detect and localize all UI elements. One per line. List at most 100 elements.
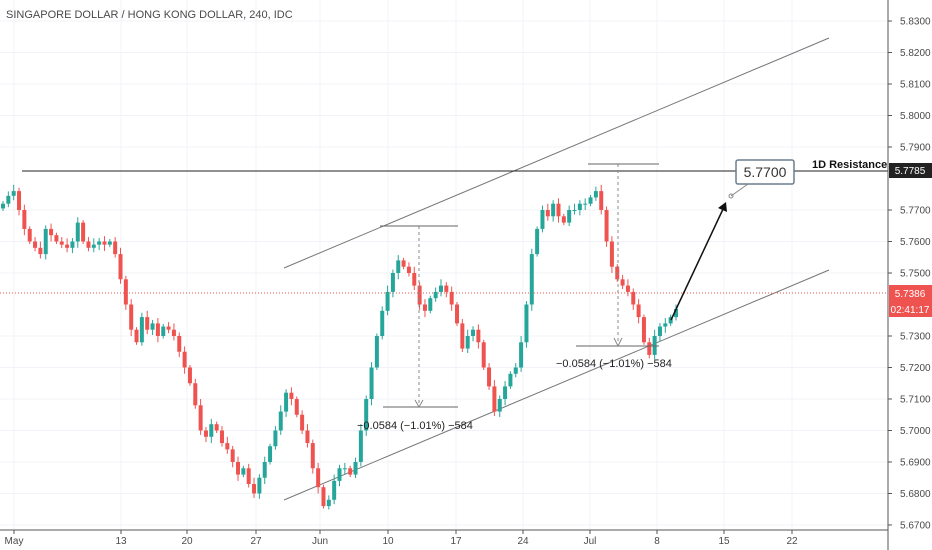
candle[interactable] <box>86 237 91 252</box>
candle[interactable] <box>257 474 262 499</box>
candle[interactable] <box>428 295 433 314</box>
candle[interactable] <box>358 424 363 467</box>
candle[interactable] <box>49 223 54 242</box>
candle[interactable] <box>321 484 326 509</box>
candle[interactable] <box>97 238 102 251</box>
measure-tool-2[interactable]: −0.0584 (−1.01%) −584 <box>556 163 672 370</box>
candle[interactable] <box>593 186 598 201</box>
candle[interactable] <box>364 395 369 436</box>
candle[interactable] <box>54 232 59 245</box>
candle[interactable] <box>535 226 540 257</box>
candle[interactable] <box>503 381 508 406</box>
candle[interactable] <box>497 395 502 417</box>
candle[interactable] <box>65 238 70 253</box>
candle[interactable] <box>33 237 38 252</box>
channel-lower-line[interactable] <box>283 269 830 501</box>
measure-tool-1[interactable]: −0.0584 (−1.01%) −584 <box>357 225 473 432</box>
candle[interactable] <box>417 282 422 310</box>
candle[interactable] <box>332 474 337 505</box>
candle[interactable] <box>476 324 481 349</box>
candle[interactable] <box>59 237 64 249</box>
candle[interactable] <box>487 363 492 390</box>
candle[interactable] <box>214 421 219 434</box>
candle[interactable] <box>455 301 460 326</box>
candle[interactable] <box>620 274 625 290</box>
candle[interactable] <box>1 201 5 211</box>
candle[interactable] <box>636 299 641 324</box>
candle[interactable] <box>588 194 593 207</box>
candle[interactable] <box>444 282 449 298</box>
candle[interactable] <box>353 457 358 479</box>
candle[interactable] <box>193 378 198 409</box>
candle[interactable] <box>492 380 497 416</box>
candle[interactable] <box>396 255 401 280</box>
candle[interactable] <box>145 310 150 335</box>
candle[interactable] <box>70 238 75 254</box>
candle[interactable] <box>337 464 342 487</box>
candle[interactable] <box>123 275 128 310</box>
candle[interactable] <box>380 306 385 340</box>
candle[interactable] <box>262 456 267 485</box>
candle[interactable] <box>75 217 80 248</box>
candle[interactable] <box>246 463 251 488</box>
candle[interactable] <box>225 436 230 454</box>
candle[interactable] <box>278 405 283 435</box>
candle[interactable] <box>577 200 582 216</box>
candle[interactable] <box>513 363 518 378</box>
candle[interactable] <box>657 323 662 342</box>
candle[interactable] <box>449 286 454 311</box>
candle[interactable] <box>187 364 192 386</box>
candle[interactable] <box>460 318 465 353</box>
candle[interactable] <box>11 184 16 201</box>
candle[interactable] <box>406 262 411 277</box>
candle[interactable] <box>300 410 305 434</box>
candle[interactable] <box>107 238 112 248</box>
candle[interactable] <box>519 335 524 372</box>
candle[interactable] <box>556 198 561 223</box>
candle[interactable] <box>118 247 123 284</box>
candle[interactable] <box>252 477 257 498</box>
candle[interactable] <box>219 426 224 447</box>
candle[interactable] <box>385 285 390 316</box>
candle[interactable] <box>647 337 652 359</box>
candle[interactable] <box>38 241 43 259</box>
candle[interactable] <box>284 389 289 417</box>
candle[interactable] <box>166 322 171 334</box>
candle[interactable] <box>551 200 556 222</box>
candle[interactable] <box>150 319 155 336</box>
candle[interactable] <box>572 203 577 215</box>
candle[interactable] <box>545 203 550 221</box>
candle[interactable] <box>139 312 144 346</box>
candle[interactable] <box>668 314 673 326</box>
candle[interactable] <box>374 333 379 371</box>
candle[interactable] <box>316 462 321 494</box>
candle[interactable] <box>182 346 187 374</box>
candle[interactable] <box>401 257 406 270</box>
candle[interactable] <box>113 237 118 258</box>
candle[interactable] <box>289 387 294 406</box>
candle[interactable] <box>294 396 299 418</box>
candle[interactable] <box>273 426 278 450</box>
candle[interactable] <box>348 465 353 478</box>
candle[interactable] <box>102 236 107 251</box>
target-callout[interactable]: 5.7700 <box>735 159 795 185</box>
time-axis[interactable]: May 13 20 27 Jun 10 17 24 Jul 8 15 22 <box>0 529 888 547</box>
candle[interactable] <box>209 418 214 444</box>
candle[interactable] <box>465 329 470 354</box>
channel-upper-line[interactable] <box>283 37 830 269</box>
candle[interactable] <box>177 332 182 358</box>
candle[interactable] <box>27 226 32 245</box>
price-axis[interactable]: 5.8300 5.8200 5.8100 5.8000 5.7900 5.7700 5.76… <box>887 0 931 550</box>
candle[interactable] <box>422 299 427 318</box>
candle[interactable] <box>625 279 630 297</box>
candle[interactable] <box>641 314 646 345</box>
candle[interactable] <box>481 339 486 371</box>
candle[interactable] <box>567 205 572 227</box>
candle[interactable] <box>268 443 273 465</box>
projection-arrow[interactable] <box>670 183 749 321</box>
candle[interactable] <box>540 205 545 233</box>
candle[interactable] <box>43 225 48 260</box>
candle[interactable] <box>599 184 604 215</box>
candle[interactable] <box>369 362 374 406</box>
